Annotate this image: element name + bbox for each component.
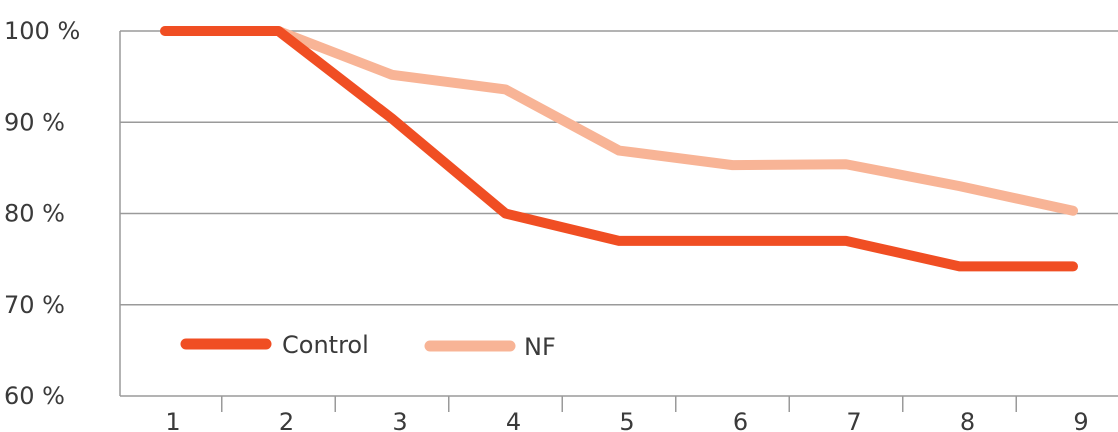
series-line-control: [160, 26, 1078, 272]
x-tick-label-7: 7: [846, 408, 861, 432]
x-tick-labels: 1 2 3 4 5 6 7 8 9: [165, 408, 1088, 432]
y-tick-label-70: 70 %: [4, 291, 65, 319]
grid-layer: [120, 30, 1118, 306]
y-tick-label-60: 60 %: [4, 382, 65, 410]
y-tick-label-100: 100 %: [4, 17, 80, 45]
x-tick-label-4: 4: [506, 408, 521, 432]
axis-layer: [119, 31, 1118, 412]
x-tick-label-2: 2: [279, 408, 294, 432]
x-tick-label-6: 6: [733, 408, 748, 432]
x-tick-label-3: 3: [392, 408, 407, 432]
y-tick-labels: 100 % 90 % 80 % 70 % 60 %: [4, 17, 80, 410]
x-tick-label-5: 5: [619, 408, 634, 432]
legend: Control NF: [180, 331, 556, 361]
x-tick-label-1: 1: [165, 408, 180, 432]
y-tick-label-80: 80 %: [4, 200, 65, 228]
series-layer: [160, 26, 1078, 272]
x-tick-label-9: 9: [1073, 408, 1088, 432]
legend-label-nf: NF: [524, 333, 556, 361]
y-tick-label-90: 90 %: [4, 108, 65, 136]
x-tick-label-8: 8: [960, 408, 975, 432]
series-line-nf: [160, 26, 1078, 216]
legend-label-control: Control: [282, 331, 369, 359]
